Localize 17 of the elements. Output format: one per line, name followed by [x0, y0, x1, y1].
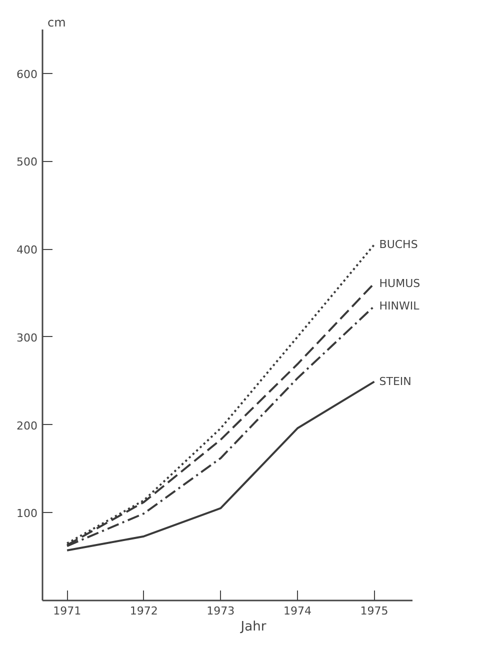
y-tick-label: 400: [16, 244, 38, 257]
series-label: HUMUS: [379, 276, 420, 290]
series-label: STEIN: [379, 375, 412, 388]
y-tick-label: 100: [16, 507, 38, 520]
x-tick-label: 1972: [130, 604, 158, 618]
series-label: BUCHS: [379, 238, 418, 252]
y-axis-title: cm: [48, 15, 66, 30]
y-tick-label: 500: [16, 156, 38, 169]
series-label: HINWIL: [379, 300, 420, 313]
y-tick-label: 300: [16, 331, 38, 344]
x-axis-title: Jahr: [240, 620, 267, 634]
x-tick-label: 1974: [283, 604, 312, 618]
y-tick-label: 200: [16, 419, 38, 432]
x-tick-label: 1973: [206, 604, 235, 618]
y-tick-label: 600: [16, 68, 38, 81]
x-tick-label: 1971: [53, 604, 82, 618]
x-tick-label: 1975: [360, 604, 388, 618]
